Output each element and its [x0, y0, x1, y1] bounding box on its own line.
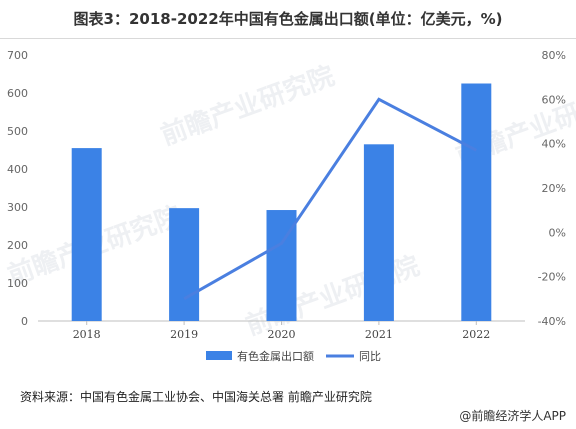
- y-right-tick-label: 0%: [549, 226, 566, 239]
- y-left-tick-label: 700: [7, 49, 28, 62]
- legend-line-label: 同比: [359, 350, 381, 363]
- y-right-tick-label: 60%: [542, 93, 566, 106]
- y-left-tick-label: 300: [7, 201, 28, 214]
- source-note: 资料来源：中国有色金属工业协会、中国海关总署 前瞻产业研究院: [20, 390, 372, 404]
- x-tick-label: 2021: [365, 328, 393, 341]
- bar-2022: [461, 83, 492, 321]
- credit-text: @前瞻经济学人APP: [459, 409, 566, 423]
- bar-2018: [71, 148, 102, 321]
- x-ticks: 2018 2019 2020 2021 2022: [73, 321, 490, 341]
- y-right-tick-label: -20%: [538, 271, 566, 284]
- legend-bar-label: 有色金属出口额: [237, 349, 314, 363]
- x-tick-label: 2019: [170, 328, 198, 341]
- y-right-tick-label: -40%: [538, 315, 566, 328]
- legend-bar-swatch: [206, 351, 232, 360]
- x-tick-label: 2020: [268, 328, 296, 341]
- legend: 有色金属出口额 同比: [206, 349, 381, 363]
- y-right-tick-label: 80%: [542, 49, 566, 62]
- bar-2019: [169, 208, 200, 321]
- y-left-tick-label: 500: [7, 125, 28, 138]
- yoy-line: [183, 97, 477, 301]
- y-right-tick-label: 40%: [542, 138, 566, 151]
- watermark-1: 前瞻产业研究院: [157, 60, 339, 151]
- title-divider: [0, 38, 576, 39]
- yoy-line-group: [183, 97, 477, 301]
- bars: [71, 83, 492, 321]
- x-tick-label: 2018: [73, 328, 101, 341]
- y-left-tick-label: 200: [7, 239, 28, 252]
- x-tick-label: 2022: [462, 328, 490, 341]
- y-right-ticks: -40% -20% 0% 20% 40% 60% 80%: [538, 49, 566, 328]
- bar-2021: [363, 144, 394, 321]
- y-left-tick-label: 0: [21, 315, 28, 328]
- y-left-tick-label: 600: [7, 87, 28, 100]
- y-left-ticks: 0 100 200 300 400 500 600 700: [7, 49, 28, 328]
- chart-title: 图表3：2018-2022年中国有色金属出口额(单位：亿美元，%): [73, 10, 503, 28]
- y-left-tick-label: 400: [7, 163, 28, 176]
- y-left-tick-label: 100: [7, 277, 28, 290]
- y-right-tick-label: 20%: [542, 182, 566, 195]
